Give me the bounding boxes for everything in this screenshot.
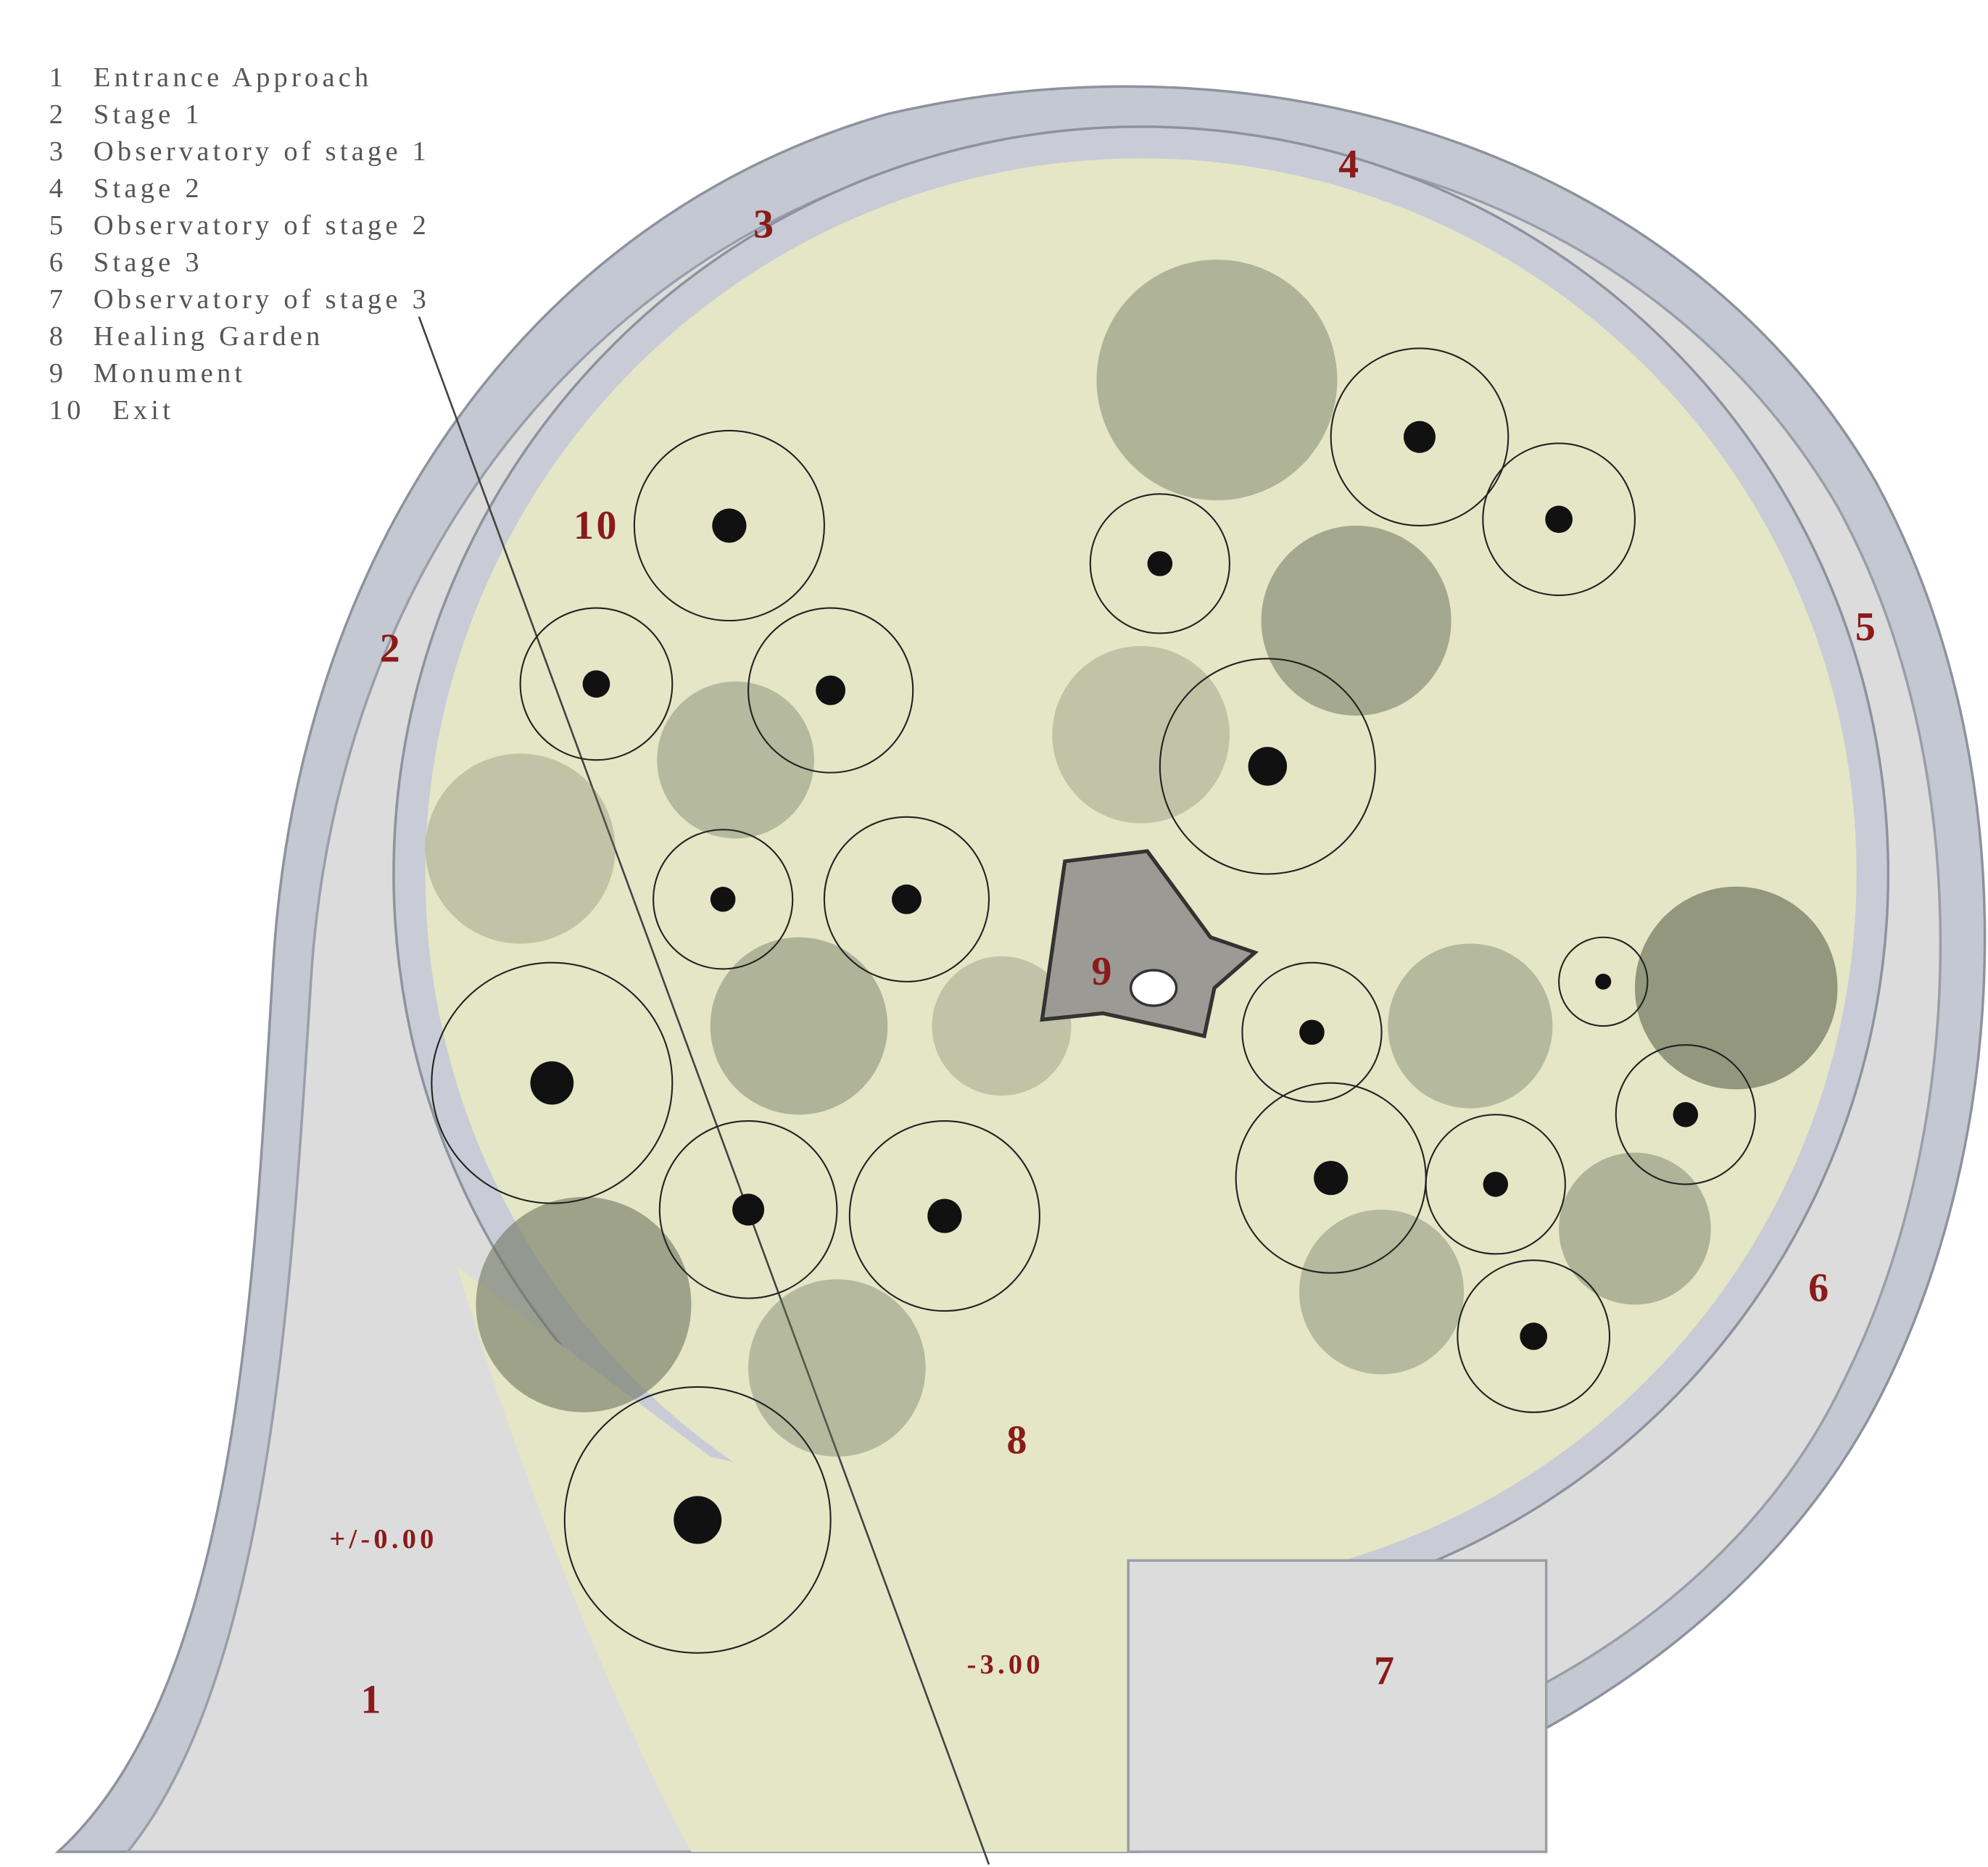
legend-label: Exit	[112, 395, 174, 426]
plan-label: 3	[753, 202, 776, 247]
tree-trunk	[582, 670, 610, 698]
legend-label: Stage 2	[94, 173, 203, 204]
legend-label: Entrance Approach	[94, 62, 373, 93]
plan-label: 6	[1808, 1266, 1831, 1311]
tree-outline	[1615, 1044, 1756, 1185]
tree-canopy	[1299, 1209, 1465, 1375]
tree-canopy	[1388, 943, 1553, 1109]
level-label: -3.00	[967, 1649, 1044, 1680]
tree-trunk	[1248, 747, 1288, 786]
section-line	[418, 316, 990, 1865]
legend-label: Observatory of stage 3	[94, 284, 430, 315]
legend-number: 9	[49, 358, 67, 389]
tree-canopy	[425, 753, 616, 944]
legend-number: 5	[49, 210, 67, 241]
tree-canopy	[748, 1279, 926, 1457]
tree-outline	[1558, 936, 1649, 1027]
tree-canopy	[1052, 645, 1230, 824]
legend-number: 6	[49, 247, 67, 278]
tree-outline	[1482, 442, 1636, 597]
tree-trunk	[927, 1199, 962, 1233]
tree-canopy	[1261, 525, 1451, 716]
plan-label: 5	[1855, 605, 1878, 650]
observatory-platform	[1127, 1559, 1548, 1853]
tree-canopy	[476, 1196, 692, 1412]
tree-outline	[658, 1120, 838, 1299]
tree-canopy	[932, 956, 1072, 1096]
tree-canopy	[1559, 1152, 1711, 1305]
tree-trunk	[1314, 1161, 1349, 1196]
tree-trunk	[1673, 1102, 1699, 1127]
tree-trunk	[710, 887, 736, 912]
legend-label: Observatory of stage 2	[94, 210, 430, 241]
tree-trunk	[732, 1193, 765, 1226]
tree-outline	[633, 429, 825, 622]
tree-trunk	[1520, 1322, 1548, 1350]
tree-canopy	[1096, 260, 1338, 501]
plan-label: 10	[573, 503, 619, 548]
tree-outline	[1159, 658, 1376, 875]
tree-trunk	[674, 1496, 722, 1544]
plan-label: 1	[361, 1677, 384, 1722]
legend-label: Monument	[94, 358, 247, 389]
tree-trunk	[1483, 1172, 1509, 1197]
legend-number: 4	[49, 173, 67, 204]
legend-number: 2	[49, 99, 67, 130]
tree-canopy	[710, 937, 888, 1115]
monument-void	[1129, 969, 1178, 1007]
tree-outline	[653, 829, 794, 970]
legend-number: 1	[49, 62, 67, 93]
legend-label: Stage 3	[94, 247, 203, 278]
legend-number: 7	[49, 284, 67, 315]
tree-outline	[1425, 1114, 1566, 1255]
plan-label: 7	[1374, 1648, 1396, 1693]
tree-trunk	[816, 675, 846, 705]
legend-label: Healing Garden	[94, 321, 324, 352]
monument	[1040, 849, 1259, 1039]
tree-outline	[431, 961, 674, 1204]
level-label: +/-0.00	[329, 1524, 437, 1555]
tree-trunk	[712, 508, 747, 543]
tree-trunk	[892, 884, 921, 914]
legend-label: Observatory of stage 1	[94, 136, 430, 167]
tree-trunk	[1147, 551, 1173, 576]
garden-path	[457, 1266, 1129, 1852]
plan-label: 9	[1092, 949, 1114, 994]
tree-outline	[1241, 961, 1383, 1103]
tree-outline	[823, 816, 990, 982]
plan-label: 4	[1338, 142, 1361, 187]
plan-label: 8	[1006, 1417, 1029, 1462]
tree-trunk	[1403, 421, 1436, 453]
plan-label: 2	[380, 626, 402, 671]
tree-outline	[747, 607, 914, 774]
tree-outline	[563, 1386, 832, 1654]
tree-outline	[519, 607, 674, 761]
legend-number: 3	[49, 136, 67, 167]
tree-outline	[1457, 1259, 1611, 1413]
tree-outline	[1089, 493, 1230, 634]
tree-trunk	[1595, 973, 1612, 990]
tree-trunk	[1299, 1019, 1325, 1046]
legend-label: Stage 1	[94, 99, 203, 130]
tree-outline	[848, 1120, 1040, 1312]
tree-trunk	[530, 1061, 574, 1105]
tree-canopy	[1634, 886, 1838, 1090]
legend-number: 8	[49, 321, 67, 352]
tree-canopy	[657, 681, 814, 839]
legend-number: 10	[49, 395, 85, 426]
tree-trunk	[1545, 505, 1573, 534]
tree-outline	[1330, 347, 1509, 527]
